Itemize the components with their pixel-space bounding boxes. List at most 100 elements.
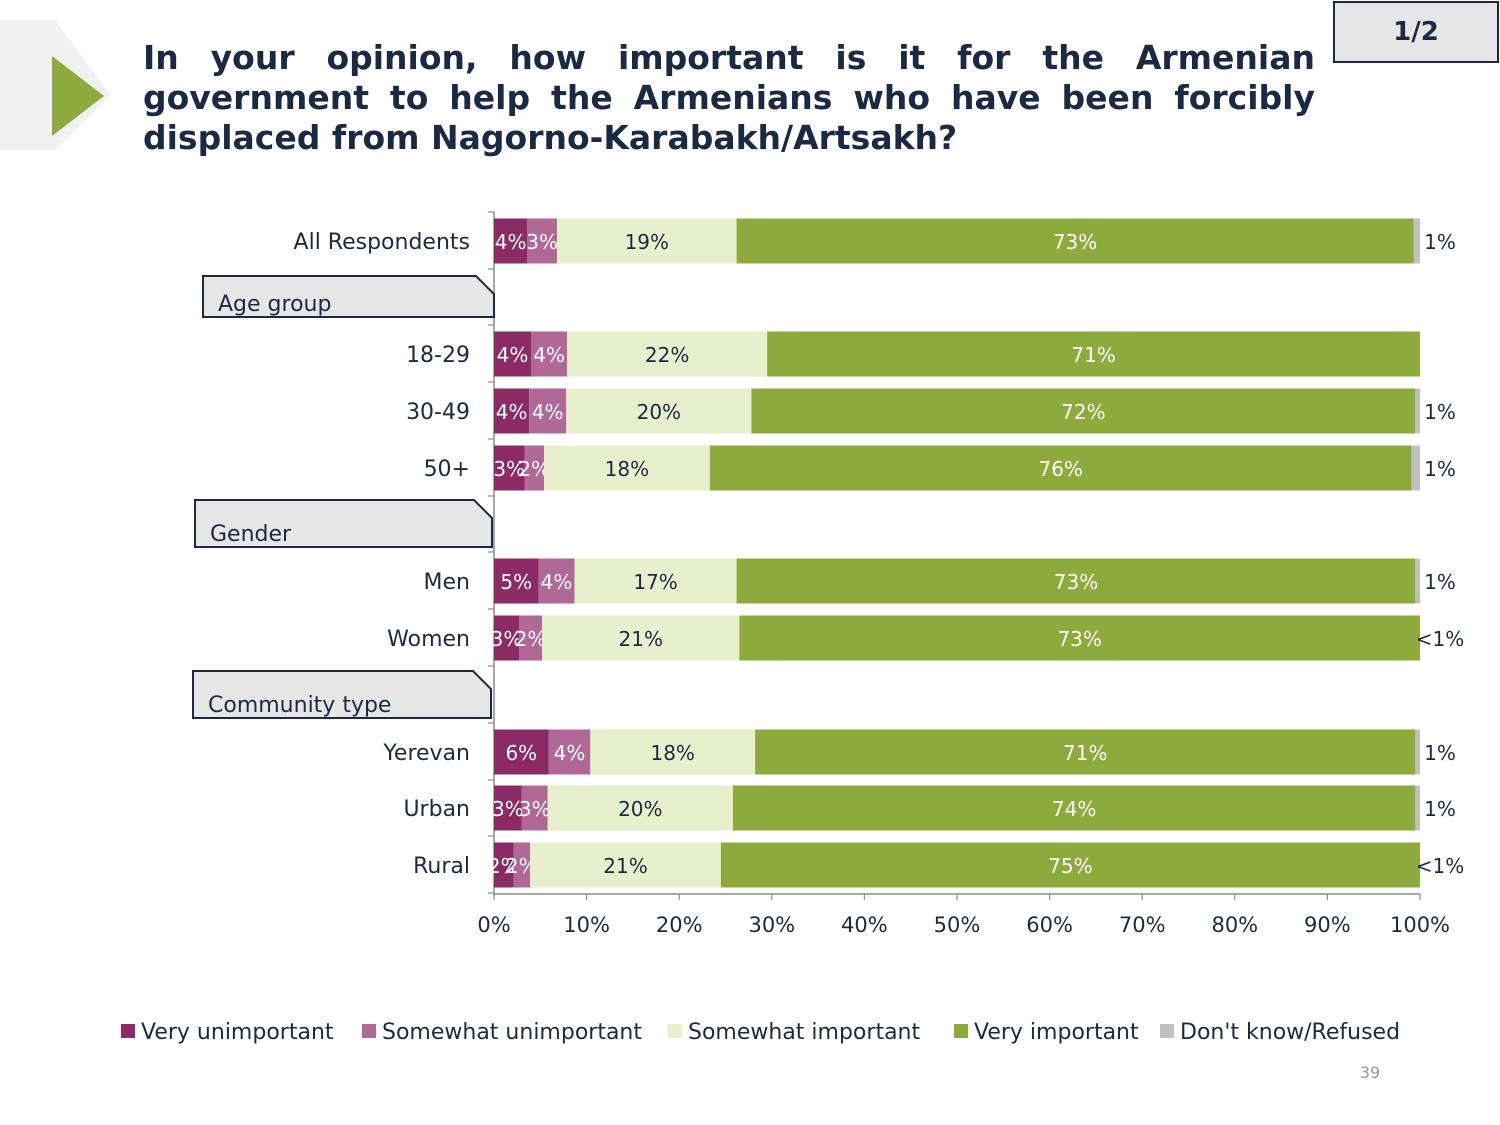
legend-label: Somewhat unimportant — [382, 1020, 642, 1045]
group-header-box — [194, 499, 493, 548]
bar-segment — [755, 729, 1416, 775]
data-label: 4% — [497, 343, 529, 367]
data-label: 74% — [1052, 797, 1096, 821]
bar-segment — [494, 331, 532, 377]
x-tick-label: 40% — [841, 913, 888, 937]
group-header-label: Community type — [208, 693, 391, 718]
row-label: 50+ — [424, 457, 470, 482]
bar-segment — [1411, 445, 1420, 491]
data-label: 17% — [633, 570, 677, 594]
data-label: 1% — [1424, 741, 1456, 765]
group-header-box — [192, 670, 492, 719]
data-label: 71% — [1071, 343, 1115, 367]
legend-label: Very unimportant — [141, 1020, 334, 1045]
bar-segment — [736, 218, 1414, 264]
page-badge: 1/2 — [1333, 1, 1499, 63]
group-header-label: Gender — [210, 522, 292, 547]
bar-segment — [494, 615, 520, 661]
row-label: Urban — [403, 797, 470, 822]
data-label: 4% — [532, 400, 564, 424]
data-label: 19% — [625, 230, 669, 254]
bar-segment — [494, 842, 514, 888]
data-label: 3% — [491, 627, 523, 651]
data-label: 76% — [1038, 457, 1082, 481]
data-label: 4% — [541, 570, 573, 594]
legend-swatch — [362, 1024, 376, 1038]
data-label: 20% — [637, 400, 681, 424]
page-number: 39 — [1359, 1063, 1381, 1082]
bar-segment — [524, 445, 545, 491]
legend-label: Very important — [974, 1020, 1139, 1045]
data-label: 4% — [554, 741, 586, 765]
bar-segment — [574, 558, 737, 604]
data-label: 73% — [1054, 570, 1098, 594]
data-label: 6% — [505, 741, 537, 765]
bar-segment — [538, 558, 575, 604]
data-label: 4% — [496, 400, 528, 424]
legend-label: Don't know/Refused — [1180, 1020, 1400, 1045]
bar-segment — [1413, 218, 1420, 264]
data-label: 21% — [619, 627, 663, 651]
legend-swatch — [121, 1024, 135, 1038]
bar-segment — [542, 615, 740, 661]
bar-segment — [590, 729, 756, 775]
row-label: Yerevan — [382, 741, 470, 766]
bar-segment — [494, 558, 539, 604]
x-tick-label: 80% — [1211, 913, 1258, 937]
bar-segment — [527, 218, 557, 264]
bar-segment — [767, 331, 1420, 377]
bar-segment — [566, 388, 752, 434]
bar-segment — [530, 842, 721, 888]
bar-segment — [519, 615, 543, 661]
bar-segment — [521, 785, 548, 831]
data-label: 18% — [605, 457, 649, 481]
data-label: 1% — [1424, 400, 1456, 424]
bar-segment — [494, 445, 525, 491]
bar-segment — [494, 218, 528, 264]
bar-segment — [529, 388, 567, 434]
x-tick-label: 90% — [1304, 913, 1351, 937]
data-label: 22% — [645, 343, 689, 367]
row-label: Men — [424, 570, 470, 595]
data-label: 18% — [650, 741, 694, 765]
bar-segment — [720, 842, 1420, 888]
data-label: 73% — [1053, 230, 1097, 254]
bar-segment — [751, 388, 1416, 434]
row-label: Women — [387, 627, 470, 652]
bar-segment — [736, 558, 1416, 604]
data-label: 75% — [1048, 854, 1092, 878]
legend-label: Somewhat important — [688, 1020, 920, 1045]
bar-segment — [494, 388, 530, 434]
x-tick-label: 70% — [1119, 913, 1166, 937]
bar-segment — [547, 785, 733, 831]
x-tick-label: 10% — [563, 913, 610, 937]
bar-segment — [739, 615, 1420, 661]
x-tick-label: 0% — [477, 913, 510, 937]
data-label: 1% — [1424, 797, 1456, 821]
row-label: Rural — [413, 854, 470, 879]
play-arrow-icon — [52, 56, 104, 136]
row-label: 30-49 — [406, 400, 470, 425]
x-tick-label: 60% — [1026, 913, 1073, 937]
bar-segment — [1415, 785, 1420, 831]
data-label: 5% — [500, 570, 532, 594]
bar-segment — [556, 218, 737, 264]
bar-segment — [544, 445, 710, 491]
bar-segment — [494, 729, 549, 775]
x-tick-label: 100% — [1390, 913, 1450, 937]
slide-title: In your opinion, how important is it for… — [143, 38, 1315, 157]
legend-swatch — [668, 1024, 682, 1038]
data-label: 4% — [533, 343, 565, 367]
data-label: 1% — [1424, 570, 1456, 594]
bar-segment — [494, 785, 522, 831]
bar-segment — [548, 729, 591, 775]
group-header-box — [202, 275, 495, 318]
data-label: 72% — [1061, 400, 1105, 424]
x-tick-label: 50% — [934, 913, 981, 937]
data-label: 3% — [519, 797, 551, 821]
data-label: 20% — [618, 797, 662, 821]
bar-segment — [531, 331, 568, 377]
data-label: 71% — [1063, 741, 1107, 765]
bar-segment — [709, 445, 1412, 491]
